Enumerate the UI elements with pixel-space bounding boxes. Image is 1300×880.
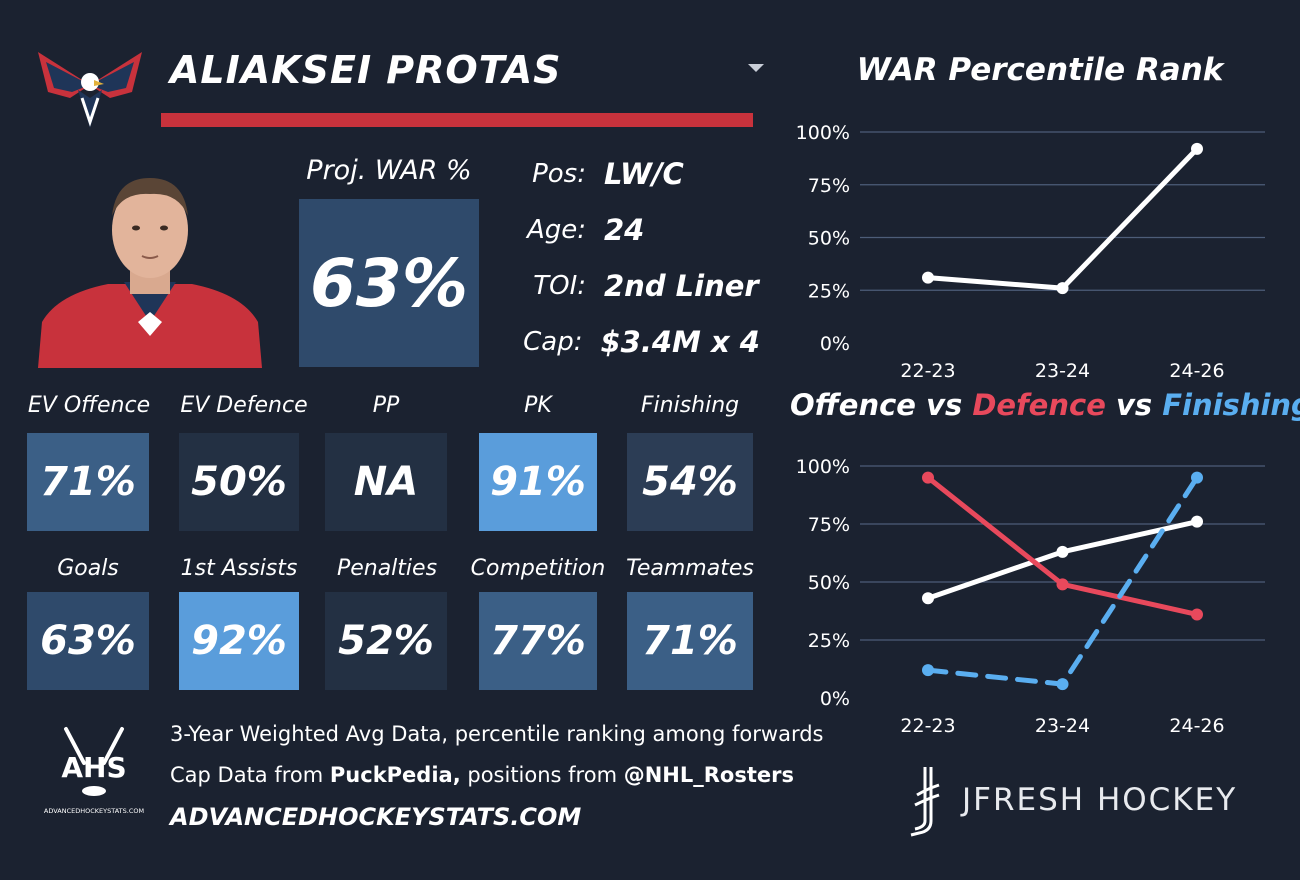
metric-label-goals: Goals bbox=[57, 556, 119, 581]
player-headshot bbox=[38, 172, 262, 368]
source-puckpedia: PuckPedia, bbox=[329, 763, 461, 787]
title-vs: vs bbox=[1105, 388, 1163, 422]
metric-box-pp: NA bbox=[325, 433, 447, 531]
metric-box-ev-offence: 71% bbox=[27, 433, 149, 531]
chart2-title: Offence vs Defence vs Finishing bbox=[790, 388, 1300, 422]
y-tick-label: 25% bbox=[808, 630, 850, 652]
title-finishing: Finishing bbox=[1162, 388, 1300, 422]
data-point bbox=[1056, 578, 1069, 591]
metric-label-pk: PK bbox=[524, 393, 552, 418]
x-tick-label: 22-23 bbox=[900, 715, 955, 735]
metric-box-pk: 91% bbox=[479, 433, 597, 531]
x-tick-label: 24-26 bbox=[1169, 360, 1224, 382]
info-row-cap: Cap: $3.4M x 4 bbox=[520, 322, 760, 362]
metric-label-competition: Competition bbox=[470, 556, 606, 581]
brand-name: JFRESH HOCKEY bbox=[962, 782, 1238, 818]
metric-box-finishing: 54% bbox=[627, 433, 753, 531]
offence-defence-finishing-chart: 0% 25% 50% 75% 100% 22-23 23-24 24-26 bbox=[796, 456, 1265, 735]
data-point bbox=[1191, 471, 1203, 484]
data-point bbox=[1056, 282, 1069, 295]
footer-note-1: 3-Year Weighted Avg Data, percentile ran… bbox=[170, 722, 824, 746]
info-row-age: Age: 24 bbox=[520, 210, 760, 250]
y-tick-label: 100% bbox=[796, 456, 850, 478]
title-vs: vs bbox=[915, 388, 973, 422]
ahs-logo-text: AHS bbox=[61, 751, 126, 784]
y-tick-label: 100% bbox=[796, 122, 850, 144]
ahs-logo-sub: ADVANCEDHOCKEYSTATS.COM bbox=[44, 807, 144, 815]
y-tick-label: 50% bbox=[808, 572, 850, 594]
info-key: Age: bbox=[526, 215, 586, 245]
data-point bbox=[1056, 545, 1069, 558]
y-tick-label: 75% bbox=[808, 175, 850, 197]
info-row-toi: TOI: 2nd Liner bbox=[520, 266, 760, 306]
proj-war-value: 63% bbox=[299, 199, 479, 367]
x-tick-label: 23-24 bbox=[1035, 360, 1090, 382]
x-tick-label: 24-26 bbox=[1169, 715, 1224, 735]
footer-text: positions from bbox=[460, 763, 624, 787]
metric-box-ev-defence: 50% bbox=[179, 433, 299, 531]
ahs-logo: AHS ADVANCEDHOCKEYSTATS.COM bbox=[44, 725, 144, 820]
team-logo bbox=[30, 40, 150, 130]
metric-box-competition: 77% bbox=[479, 592, 597, 690]
site-url[interactable]: ADVANCEDHOCKEYSTATS.COM bbox=[170, 803, 582, 831]
data-point bbox=[1191, 142, 1203, 155]
data-point bbox=[1191, 515, 1203, 528]
metric-label-ev-offence: EV Offence bbox=[27, 393, 151, 418]
metric-label-1st-assists: 1st Assists bbox=[180, 556, 298, 581]
metric-box-goals: 63% bbox=[27, 592, 149, 690]
name-underline bbox=[161, 113, 753, 127]
footer-text: Cap Data from bbox=[170, 763, 330, 787]
chevron-down-icon[interactable] bbox=[748, 64, 764, 72]
title-offence: Offence bbox=[790, 388, 916, 422]
proj-war-label: Proj. WAR % bbox=[306, 155, 472, 186]
metric-label-penalties: Penalties bbox=[336, 556, 438, 581]
metric-label-ev-defence: EV Defence bbox=[180, 393, 308, 418]
y-tick-label: 25% bbox=[808, 280, 850, 302]
data-point bbox=[922, 271, 934, 284]
info-row-pos: Pos: LW/C bbox=[520, 154, 760, 194]
metric-label-teammates: Teammates bbox=[626, 556, 754, 581]
info-key: TOI: bbox=[533, 271, 586, 301]
x-tick-label: 22-23 bbox=[900, 360, 955, 382]
metric-label-pp: PP bbox=[372, 393, 400, 418]
data-point bbox=[1191, 608, 1203, 621]
data-point bbox=[922, 592, 934, 605]
data-point bbox=[1056, 678, 1069, 691]
war-percentile-chart: 0% 25% 50% 75% 100% 22-23 23-24 24-26 bbox=[796, 122, 1265, 382]
info-value: 2nd Liner bbox=[604, 269, 759, 303]
info-value: $3.4M x 4 bbox=[600, 325, 761, 359]
jfresh-logo-icon bbox=[905, 765, 947, 837]
info-value: LW/C bbox=[604, 157, 684, 191]
title-defence: Defence bbox=[972, 388, 1106, 422]
chart1-title: WAR Percentile Rank bbox=[856, 52, 1224, 88]
info-key: Cap: bbox=[523, 327, 583, 357]
metric-box-penalties: 52% bbox=[325, 592, 447, 690]
metric-box-1st-assists: 92% bbox=[179, 592, 299, 690]
y-tick-label: 75% bbox=[808, 514, 850, 536]
player-name: ALIAKSEI PROTAS bbox=[170, 48, 562, 92]
metric-label-finishing: Finishing bbox=[640, 393, 740, 418]
info-key: Pos: bbox=[532, 159, 586, 189]
source-nhl-rosters: @NHL_Rosters bbox=[623, 763, 794, 787]
data-point bbox=[922, 664, 934, 677]
data-point bbox=[922, 471, 934, 484]
footer-note-2: Cap Data from PuckPedia, positions from … bbox=[170, 763, 794, 787]
y-tick-label: 0% bbox=[820, 333, 850, 355]
y-tick-label: 50% bbox=[808, 228, 850, 250]
metric-box-teammates: 71% bbox=[627, 592, 753, 690]
y-tick-label: 0% bbox=[820, 688, 850, 710]
x-tick-label: 23-24 bbox=[1035, 715, 1090, 735]
series-line bbox=[925, 146, 1200, 291]
info-value: 24 bbox=[604, 213, 645, 247]
